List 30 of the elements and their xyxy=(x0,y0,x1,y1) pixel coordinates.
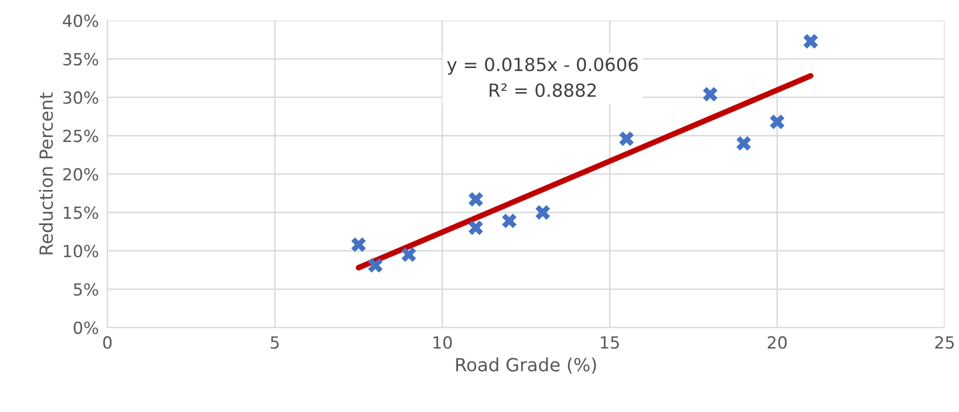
x-tick-label: 5 xyxy=(270,336,279,349)
y-tick-label: 5% xyxy=(74,283,98,296)
y-tick-label: 15% xyxy=(64,206,98,220)
y-tick-label: 40% xyxy=(62,14,98,28)
x-tick-label: 25 xyxy=(935,336,954,349)
y-tick-label: 30% xyxy=(63,91,98,104)
point xyxy=(619,131,634,146)
x-axis-title: Road Grade (%) xyxy=(456,358,596,374)
point xyxy=(351,237,366,252)
point xyxy=(368,258,383,273)
x-tick-label: 0 xyxy=(103,336,112,349)
x-tick-label: 15 xyxy=(600,336,619,349)
y-tick-label: 25% xyxy=(63,130,98,142)
point xyxy=(535,205,550,220)
y-tick-label: 20% xyxy=(63,168,98,181)
point xyxy=(402,247,416,262)
y-axis-title: Reduction Percent xyxy=(39,92,53,254)
point xyxy=(702,86,718,102)
x-tick-label: 10 xyxy=(434,336,452,349)
annotation: y = 0.0185x - 0.0606 R² = 0.8882 xyxy=(447,58,638,98)
point xyxy=(468,220,484,236)
point xyxy=(803,34,818,49)
point xyxy=(770,114,784,130)
x-tick-label: 20 xyxy=(768,336,787,349)
point xyxy=(502,214,517,228)
y-tick-label: 10% xyxy=(64,244,98,258)
point xyxy=(736,136,751,151)
y-tick-label: 0% xyxy=(74,322,98,334)
point xyxy=(468,192,484,207)
y-tick-label: 35% xyxy=(63,52,98,66)
